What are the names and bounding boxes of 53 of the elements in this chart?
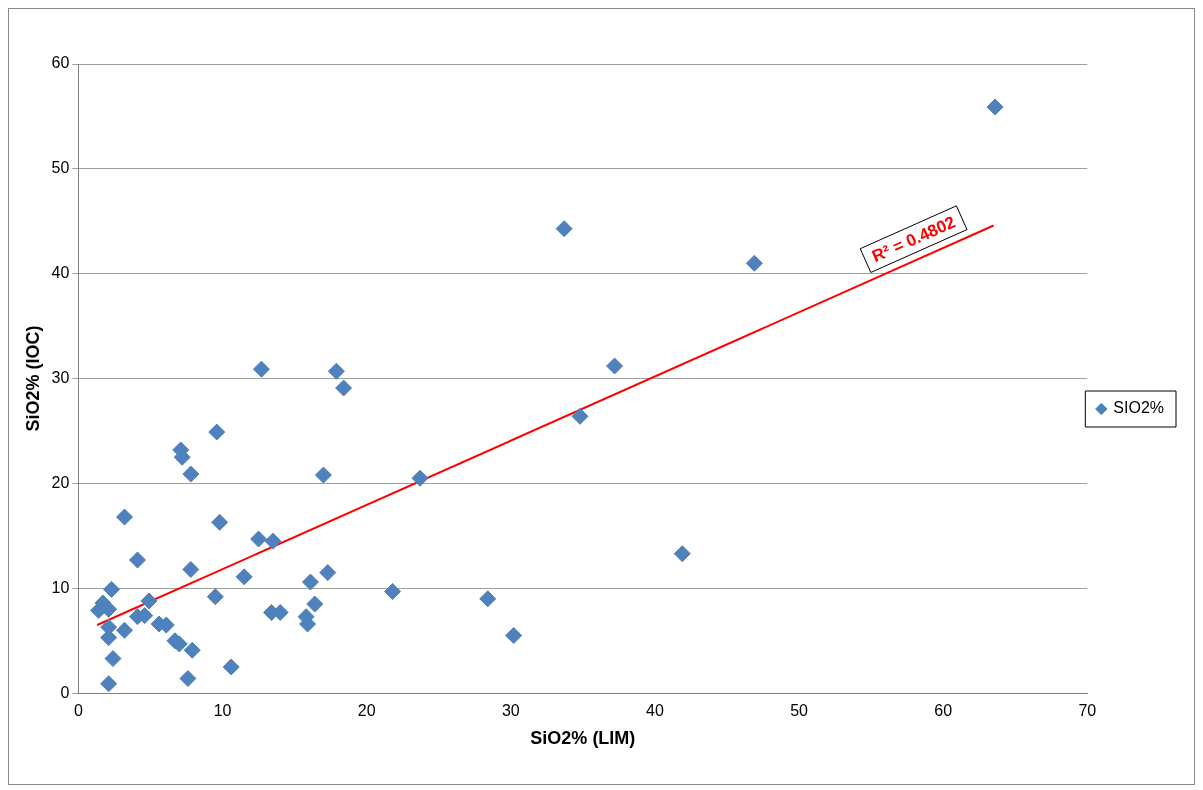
x-tick-label: 70	[1078, 702, 1097, 720]
y-axis-title: SiO2% (IOC)	[22, 325, 43, 432]
x-tick-label: 20	[357, 702, 376, 720]
x-axis-title: SiO2% (LIM)	[530, 728, 636, 749]
point	[314, 466, 332, 484]
point	[128, 551, 146, 569]
point	[116, 621, 134, 639]
point	[182, 560, 200, 578]
x-tick-label: 40	[646, 702, 664, 720]
point	[505, 627, 523, 645]
point	[319, 564, 337, 582]
point	[140, 592, 158, 610]
point	[606, 357, 624, 375]
point	[104, 650, 122, 668]
point	[208, 423, 226, 441]
point	[335, 379, 353, 397]
point	[250, 530, 268, 548]
point	[411, 469, 429, 487]
point	[264, 532, 282, 550]
y-tick-label: 20	[51, 473, 70, 491]
point	[116, 508, 134, 526]
point	[301, 573, 319, 591]
point	[211, 513, 229, 531]
y-tick-label: 60	[51, 54, 70, 72]
point	[306, 595, 324, 613]
point	[327, 362, 345, 380]
point	[384, 582, 402, 600]
point	[235, 568, 253, 586]
point	[986, 98, 1004, 116]
point	[479, 590, 497, 608]
y-tick-label: 10	[51, 578, 70, 596]
y-tick-label: 50	[51, 159, 70, 177]
point	[252, 360, 270, 378]
x-tick-label: 0	[73, 702, 83, 720]
point	[103, 580, 121, 598]
point	[100, 675, 118, 693]
point	[673, 545, 691, 563]
point	[745, 254, 763, 272]
point	[555, 220, 573, 238]
y-tick-label: 30	[51, 369, 70, 387]
point	[182, 465, 200, 483]
point	[183, 641, 201, 659]
y-tick-label: 0	[60, 683, 70, 701]
legend-label: SIO2%	[1113, 399, 1164, 417]
x-tick-label: 60	[934, 702, 953, 720]
x-tick-label: 30	[501, 702, 520, 720]
point	[571, 407, 589, 425]
y-tick-label: 40	[51, 264, 70, 282]
x-tick-label: 10	[213, 702, 232, 720]
point	[206, 588, 224, 606]
x-tick-label: 50	[790, 702, 809, 720]
point	[179, 670, 197, 688]
point	[222, 658, 240, 676]
